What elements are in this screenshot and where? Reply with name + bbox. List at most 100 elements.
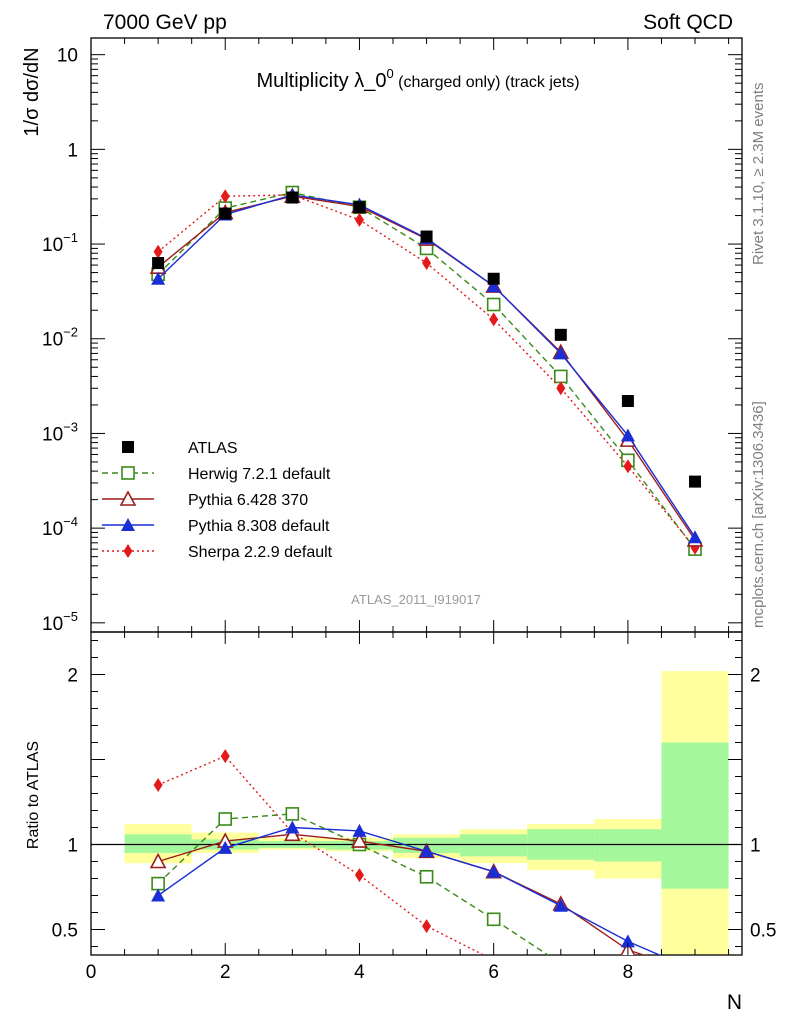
data-point: [623, 459, 633, 474]
data-point: [486, 279, 501, 293]
ratio-data-point: [218, 812, 233, 826]
data-point: [689, 475, 702, 488]
ratio-y-tick-label: 0.5: [52, 921, 78, 942]
ratio-data-point: [419, 869, 434, 884]
y-tick-label: 10−1: [42, 230, 78, 256]
y-axis-ticks: 10 1 10−1 10−2 10−3 10−4 10−5: [42, 46, 742, 635]
data-point: [286, 191, 299, 204]
data-point: [553, 369, 568, 384]
x-axis-ticks: 0 2 4 6 8: [86, 38, 730, 983]
main-series: [149, 185, 704, 556]
legend-label: Pythia 6.428 370: [188, 492, 308, 509]
ratio-data-point: [620, 934, 635, 948]
y-tick-label: 10−4: [42, 514, 78, 540]
ratio-data-point: [153, 778, 163, 792]
ratio-data-point: [285, 807, 300, 821]
ratio-data-point: [354, 868, 364, 883]
series-atlas: [152, 191, 702, 488]
y-tick-label: 10: [57, 46, 78, 67]
main-title-superscript: 0: [386, 66, 393, 81]
data-point: [420, 230, 433, 243]
ratio-data-point: [284, 825, 301, 842]
y-axis-label: 1/σ dσ/dN: [21, 47, 43, 136]
ratio-data-point: [151, 888, 166, 902]
ratio-series: [149, 749, 662, 955]
y-tick-label: 10−5: [42, 609, 78, 635]
data-point: [621, 395, 634, 408]
legend-label: Pythia 8.308 default: [188, 518, 330, 535]
legend-item: Pythia 8.308 default: [102, 518, 330, 535]
ratio-data-point: [285, 820, 300, 834]
data-point: [353, 201, 366, 214]
data-point: [486, 297, 501, 312]
ratio-y-tick-label-right: 0.5: [750, 921, 776, 942]
data-point: [489, 312, 499, 327]
data-point: [553, 346, 568, 360]
x-axis-label: N: [727, 991, 742, 1014]
legend-marker: [121, 518, 135, 531]
ratio-data-point: [486, 912, 501, 927]
ratio-series-pythia-8-308-default: [151, 820, 662, 955]
data-point: [152, 257, 165, 270]
legend: ATLAS Herwig 7.2.1 default Pythia 6.428 37…: [102, 440, 333, 561]
ratio-y-axis-label: Ratio to ATLAS: [25, 741, 42, 849]
stat-uncertainty-band: [460, 834, 528, 857]
data-point: [688, 530, 703, 544]
ratio-data-point: [218, 840, 233, 854]
legend-item: Pythia 6.428 370: [102, 490, 308, 509]
x-tick-label: 0: [86, 962, 97, 983]
x-tick-label: 4: [354, 962, 365, 983]
uncertainty-bands: [124, 671, 729, 955]
ratio-data-point: [352, 823, 367, 837]
x-tick-label: 2: [220, 962, 231, 983]
stat-uncertainty-band: [661, 742, 729, 889]
y-tick-label: 1: [67, 140, 78, 161]
ratio-y-tick-label-right: 2: [750, 666, 761, 687]
main-frame: [90, 37, 743, 633]
rivet-side-label: Rivet 3.1.10, ≥ 2.3M events: [750, 83, 767, 266]
ratio-data-point: [220, 749, 230, 764]
data-point: [354, 212, 364, 227]
data-point: [487, 272, 500, 285]
ratio-plot-area: 0.5 0.5 1 1 2 2: [52, 631, 776, 956]
x-tick-label: 8: [623, 962, 634, 983]
data-point: [153, 244, 163, 259]
legend-item: Herwig 7.2.1 default: [102, 466, 331, 483]
data-point: [219, 207, 232, 220]
ratio-data-point: [149, 852, 167, 869]
legend-label: Herwig 7.2.1 default: [188, 466, 331, 483]
ratio-y-tick-label: 2: [67, 666, 78, 687]
ratio-data-point: [422, 919, 432, 934]
data-point: [556, 381, 566, 396]
ratio-data-point: [351, 832, 368, 848]
ratio-y-tick-label: 1: [67, 836, 78, 857]
data-point: [220, 189, 230, 204]
legend-marker: [121, 466, 135, 480]
main-title-note: (charged only) (track jets): [394, 74, 580, 91]
ratio-series-line: [157, 813, 550, 955]
main-plot-area: 10 1 10−1 10−2 10−3 10−4 10−5: [42, 37, 743, 635]
data-point: [554, 328, 567, 341]
mcplots-side-label: mcplots.cern.ch [arXiv:1306.3436]: [750, 401, 767, 628]
main-title-text: Multiplicity λ_0: [256, 70, 386, 92]
ratio-data-point: [553, 898, 568, 912]
stat-uncertainty-band: [124, 834, 192, 853]
ratio-data-point: [419, 844, 434, 858]
ratio-series-line: [157, 755, 486, 955]
header-left-label: 7000 GeV pp: [103, 11, 227, 34]
legend-label: Sherpa 2.2.9 default: [188, 544, 333, 561]
legend-label: ATLAS: [188, 440, 238, 457]
y-tick-label: 10−3: [42, 419, 78, 445]
analysis-tag: ATLAS_2011_I919017: [351, 592, 481, 607]
legend-marker: [119, 490, 137, 506]
ratio-frame-box: [90, 631, 743, 956]
ratio-data-point: [151, 876, 165, 891]
ratio-y-axis-ticks: 0.5 0.5 1 1 2 2: [52, 640, 776, 947]
data-point: [422, 256, 432, 271]
legend-item: ATLAS: [122, 440, 238, 457]
header-right-label: Soft QCD: [643, 11, 733, 34]
main-title: Multiplicity λ_00 (charged only) (track …: [256, 66, 579, 92]
ratio-y-tick-label-right: 1: [750, 836, 761, 857]
legend-marker: [123, 544, 133, 558]
